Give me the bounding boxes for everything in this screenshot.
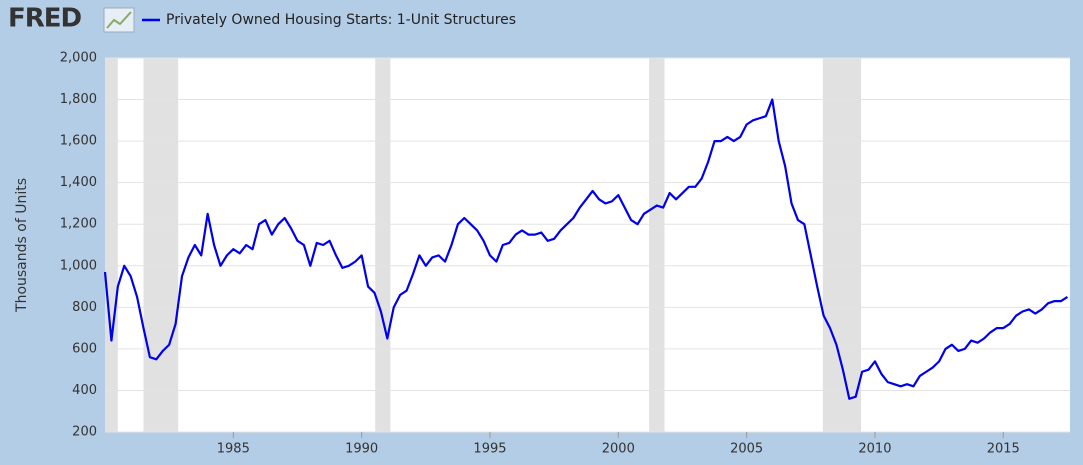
- logo-icon: [103, 7, 135, 33]
- x-tick-label: 1995: [473, 442, 506, 457]
- x-tick-label: 1990: [345, 442, 378, 457]
- series-line: [103, 98, 1069, 400]
- recession-band: [649, 58, 665, 432]
- x-tick-label: 2015: [987, 442, 1020, 457]
- y-tick-label: 800: [72, 300, 97, 315]
- y-tick-label: 1,600: [60, 134, 97, 149]
- recession-band: [143, 58, 179, 432]
- logo: FRED: [8, 4, 82, 34]
- y-tick-label: 1,400: [60, 175, 97, 190]
- x-tick-label: 1985: [217, 442, 250, 457]
- y-tick-label: 200: [72, 425, 97, 440]
- x-tick-label: 2010: [858, 442, 891, 457]
- recession-band: [105, 58, 118, 432]
- y-tick-label: 400: [72, 383, 97, 398]
- x-tick-label: 2000: [602, 442, 635, 457]
- y-tick-label: 1,000: [60, 258, 97, 273]
- plot-area: [105, 58, 1070, 432]
- y-axis-label: Thousands of Units: [14, 178, 30, 313]
- recession-band: [375, 58, 391, 432]
- y-tick-label: 1,800: [60, 92, 97, 107]
- y-tick-label: 1,200: [60, 217, 97, 232]
- recession-band: [822, 58, 862, 432]
- legend-label: Privately Owned Housing Starts: 1-Unit S…: [166, 12, 516, 28]
- x-tick-label: 2005: [730, 442, 763, 457]
- y-tick-label: 600: [72, 341, 97, 356]
- y-tick-label: 2,000: [60, 51, 97, 66]
